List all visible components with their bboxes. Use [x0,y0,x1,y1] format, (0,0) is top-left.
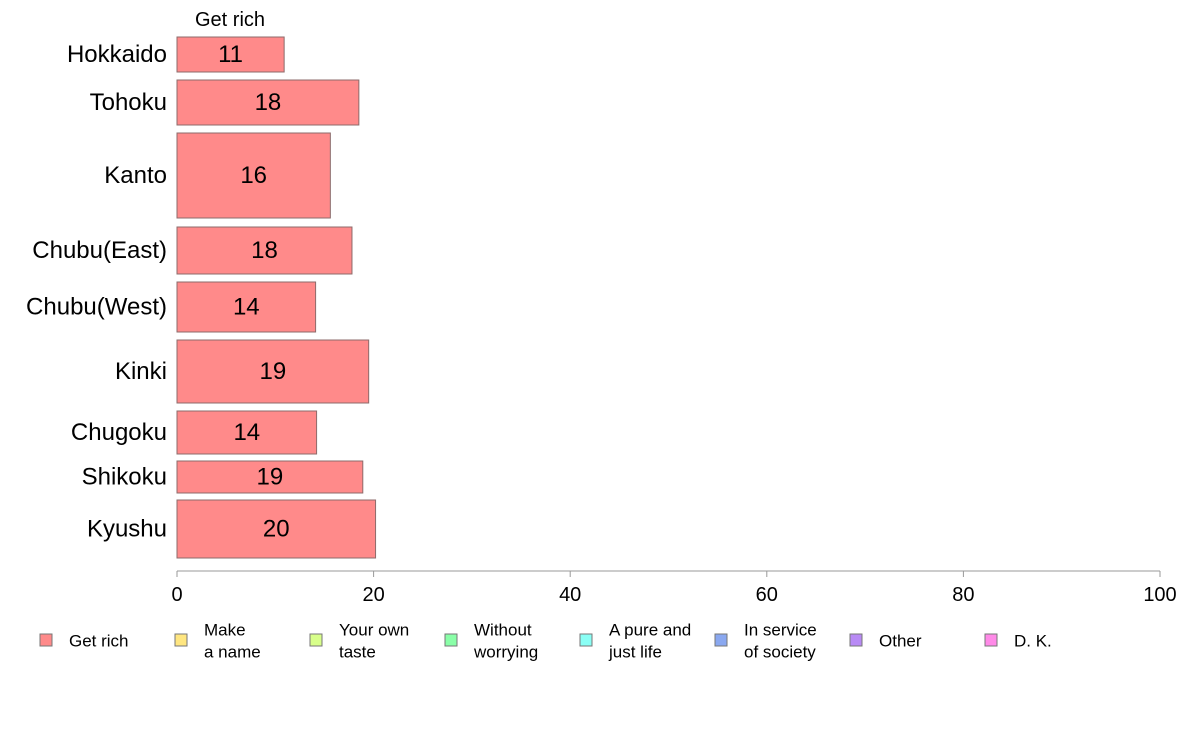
legend-label: D. K. [1014,632,1052,651]
series-title: Get rich [195,9,265,31]
bar-value-label: 18 [255,89,282,116]
x-tick-label: 20 [362,584,384,606]
legend-swatch [174,633,188,647]
category-label: Chugoku [71,419,167,446]
legend-label: In service [744,621,817,640]
legend-swatch [849,633,863,647]
bar-chubu-west- [176,281,317,333]
legend-swatch [579,633,593,647]
bars-group: 11 Hokkaido 18 Tohoku 16 Kanto 18 Chubu(East) 14… [26,36,377,559]
bar-value-label: 19 [259,358,286,385]
legend-label: worrying [473,643,538,662]
category-label: Kinki [115,358,167,385]
category-label: Tohoku [90,89,167,116]
x-tick-label: 80 [952,584,974,606]
x-axis: 0 20 40 60 80 100 [171,570,1177,606]
category-label: Kyushu [87,516,167,543]
bar-kinki [176,339,370,404]
bar-value-label: 14 [233,294,260,321]
bar-tohoku [176,79,360,126]
bar-value-label: 19 [257,464,284,491]
legend-swatch [984,633,998,647]
legend-label: just life [608,643,662,662]
legend-label: Other [879,632,922,651]
bar-kyushu [176,499,377,559]
category-label: Chubu(West) [26,294,167,321]
bar-value-label: 16 [240,162,267,189]
legend-label: a name [204,643,261,662]
legend-swatch [444,633,458,647]
legend-label: Without [474,621,532,640]
legend-label: Make [204,621,246,640]
bar-chubu-east- [176,226,353,275]
bar-hokkaido [176,36,285,73]
x-tick-label: 0 [171,584,182,606]
bar-value-label: 18 [251,237,278,264]
legend: Get rich Make a name Your own taste Without wo… [39,621,1052,662]
category-label: Chubu(East) [32,237,167,264]
bar-value-label: 20 [263,516,290,543]
legend-label: Your own [339,621,409,640]
legend-swatch [309,633,323,647]
category-label: Hokkaido [67,41,167,68]
legend-label: Get rich [69,632,129,651]
bar-chugoku [176,410,318,455]
x-tick-label: 60 [756,584,778,606]
legend-swatch [39,633,53,647]
legend-label: A pure and [609,621,691,640]
bar-value-label: 14 [233,419,260,446]
category-label: Shikoku [82,464,167,491]
x-tick-label: 40 [559,584,581,606]
bar-shikoku [176,460,364,494]
legend-label: of society [744,643,816,662]
bar-kanto [176,132,331,219]
category-label: Kanto [104,162,167,189]
legend-swatch [714,633,728,647]
x-tick-label: 100 [1143,584,1176,606]
bar-value-label: 11 [218,41,243,68]
legend-label: taste [339,643,376,662]
